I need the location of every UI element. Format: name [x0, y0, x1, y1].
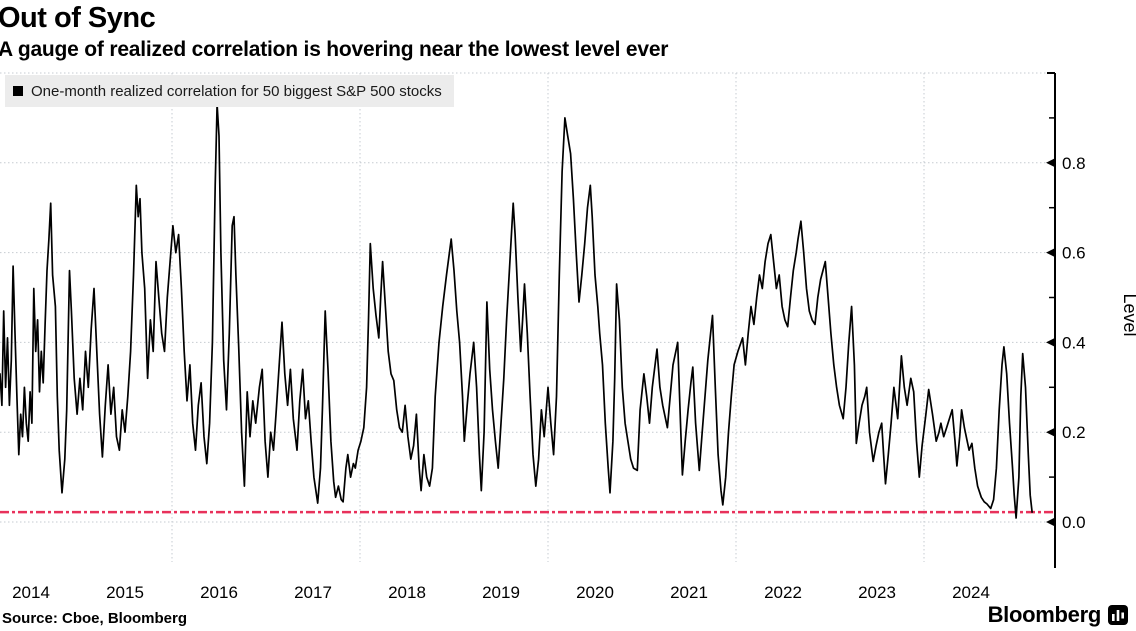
series-line: [0, 103, 1033, 519]
x-tick-label: 2016: [200, 583, 238, 602]
x-tick-label: 2021: [670, 583, 708, 602]
bloomberg-logo-icon: [1108, 605, 1128, 625]
bloomberg-wordmark: Bloomberg: [987, 602, 1102, 627]
x-tick-label: 2017: [294, 583, 332, 602]
y-major-tick: [1046, 517, 1055, 527]
y-tick-label: 0.4: [1062, 333, 1086, 352]
source-note: Source: Cboe, Bloomberg: [2, 610, 188, 627]
y-tick-label: 0.8: [1062, 154, 1086, 173]
x-tick-label: 2014: [12, 583, 50, 602]
y-major-tick: [1046, 337, 1055, 347]
y-tick-label: 0.6: [1062, 244, 1086, 263]
x-tick-label: 2023: [858, 583, 896, 602]
y-major-tick: [1046, 158, 1055, 168]
chart-subtitle: A gauge of realized correlation is hover…: [0, 38, 669, 61]
y-major-tick: [1046, 427, 1055, 437]
y-major-tick: [1046, 248, 1055, 258]
x-tick-label: 2020: [576, 583, 614, 602]
y-tick-label: 0.2: [1062, 423, 1086, 442]
page-title: Out of Sync: [0, 2, 156, 34]
bloomberg-brand: Bloomberg: [988, 602, 1128, 628]
legend: One-month realized correlation for 50 bi…: [5, 75, 454, 107]
x-tick-label: 2024: [952, 583, 990, 602]
legend-swatch-icon: [13, 86, 23, 96]
y-axis-title: Level: [1120, 293, 1136, 336]
y-tick-label: 0.0: [1062, 513, 1086, 532]
legend-label: One-month realized correlation for 50 bi…: [31, 82, 442, 100]
x-tick-label: 2015: [106, 583, 144, 602]
x-tick-label: 2018: [388, 583, 426, 602]
x-tick-label: 2022: [764, 583, 802, 602]
x-tick-label: 2019: [482, 583, 520, 602]
